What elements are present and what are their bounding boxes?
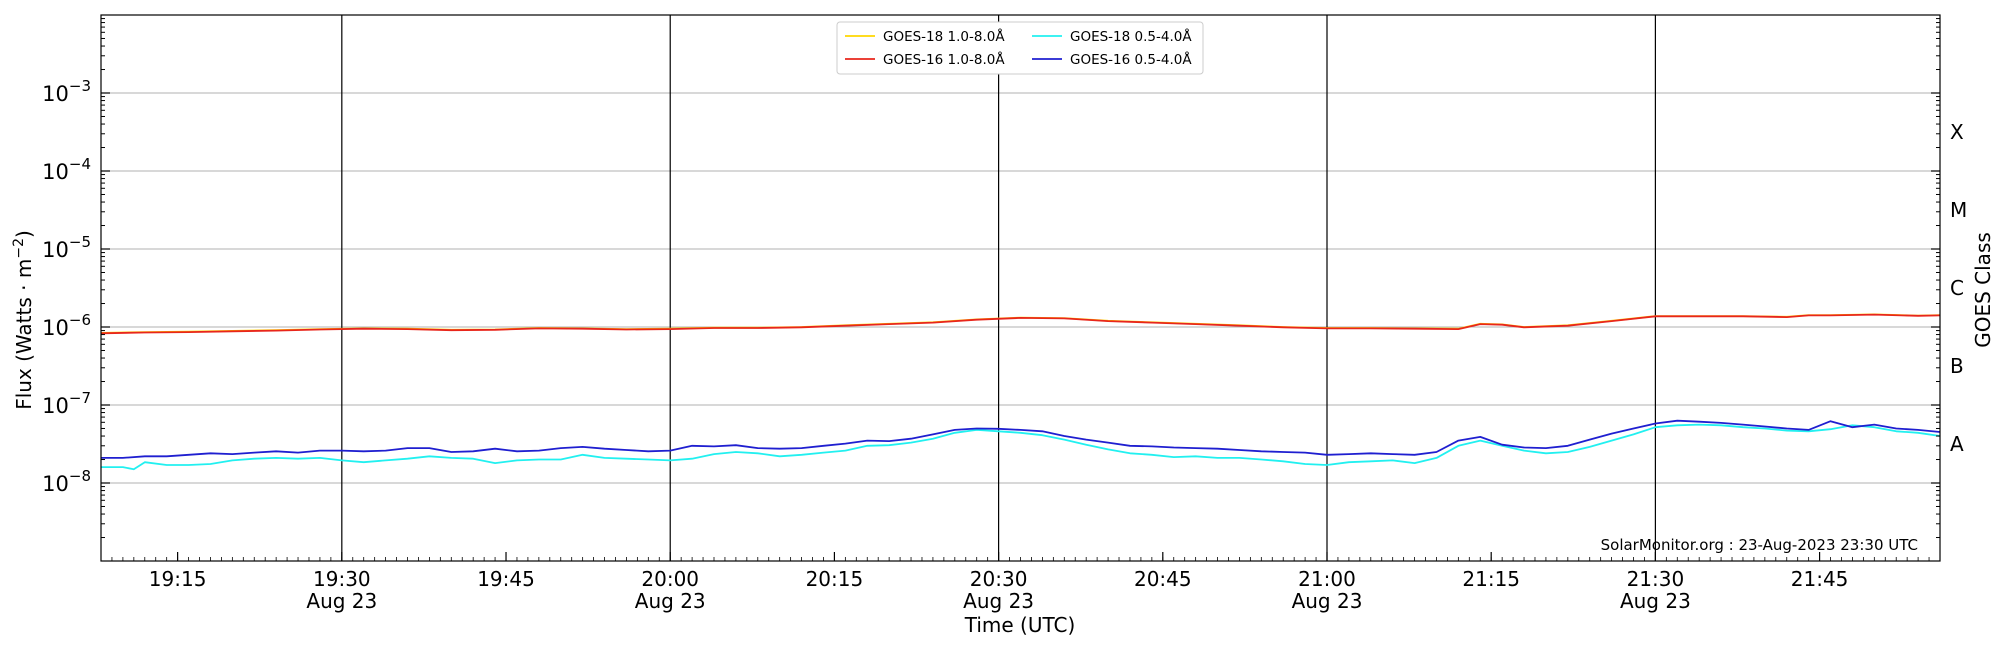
legend-label: GOES-18 1.0-8.0Å — [883, 28, 1005, 45]
y-tick-label: 10−4 — [42, 155, 91, 184]
x-tick-date-label: Aug 23 — [1620, 589, 1691, 613]
goes-class-label: A — [1950, 432, 1964, 456]
y-tick-label: 10−8 — [42, 467, 91, 496]
series-layer — [100, 313, 1941, 471]
goes-class-label: C — [1950, 276, 1964, 300]
y-tick-label: 10−7 — [42, 389, 91, 418]
x-tick-label: 21:30 — [1627, 567, 1685, 591]
x-tick-label: 19:45 — [477, 567, 535, 591]
plot-frame — [100, 14, 1941, 562]
goes-class-label: X — [1950, 120, 1964, 144]
x-tick-label: 20:15 — [806, 567, 864, 591]
series-line — [101, 419, 1941, 459]
x-tick-label: 20:45 — [1134, 567, 1192, 591]
x-tick-label: 20:00 — [641, 567, 699, 591]
legend-label: GOES-16 1.0-8.0Å — [883, 51, 1005, 68]
x-tick-date-label: Aug 23 — [1292, 589, 1363, 613]
grid-layer — [101, 92, 1940, 484]
half-hour-lines — [341, 15, 1656, 561]
x-tick-date-label: Aug 23 — [635, 589, 706, 613]
y-tick-label: 10−6 — [42, 311, 91, 340]
x-tick-date-label: Aug 23 — [306, 589, 377, 613]
legend-label: GOES-18 0.5-4.0Å — [1070, 28, 1192, 45]
y-tick-label: 10−3 — [42, 77, 91, 106]
x-tick-label: 21:15 — [1462, 567, 1520, 591]
axis-ticks — [101, 18, 1940, 561]
watermark: SolarMonitor.org : 23-Aug-2023 23:30 UTC — [1601, 536, 1918, 554]
goes-class-labels: X M C B A — [1950, 120, 1967, 456]
x-tick-label: 20:30 — [970, 567, 1028, 591]
legend-label: GOES-16 0.5-4.0Å — [1070, 51, 1192, 68]
x-tick-label: 21:45 — [1791, 567, 1849, 591]
y-tick-label: 10−5 — [42, 233, 91, 262]
x-tick-date-label: Aug 23 — [963, 589, 1034, 613]
goes-class-label: M — [1950, 198, 1967, 222]
x-tick-label: 19:30 — [313, 567, 371, 591]
x-axis-label: Time (UTC) — [964, 613, 1076, 637]
y-axis-label: Flux (Watts · m−2) — [11, 230, 36, 410]
goes-class-label: B — [1950, 354, 1964, 378]
series-line — [101, 423, 1941, 471]
legend-box — [836, 21, 1204, 75]
y-tick-labels: 10−3 10−4 10−5 10−6 10−7 10−8 — [42, 77, 91, 496]
goes-class-axis-label: GOES Class — [1971, 232, 1995, 348]
legend: GOES-18 1.0-8.0Å GOES-16 1.0-8.0Å GOES-18 … — [836, 21, 1204, 75]
x-tick-label: 19:15 — [149, 567, 207, 591]
series-line — [100, 313, 1941, 335]
x-tick-label: 21:00 — [1298, 567, 1356, 591]
